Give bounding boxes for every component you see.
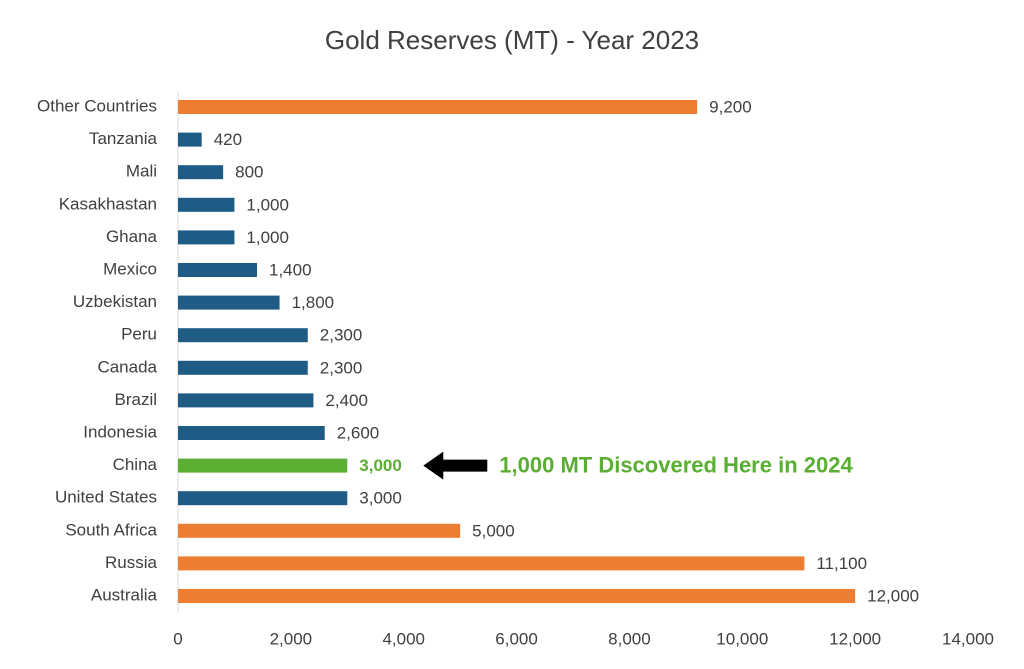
bar <box>178 393 314 408</box>
data-label: 3,000 <box>359 489 402 508</box>
bar <box>178 589 856 603</box>
data-label: 1,000 <box>246 195 289 214</box>
bar <box>178 328 308 343</box>
bar <box>178 556 805 571</box>
annotation: 1,000 MT Discovered Here in 2024 <box>499 452 853 477</box>
y-tick-label: Australia <box>91 585 158 604</box>
x-tick-label: 0 <box>173 629 182 648</box>
bar <box>178 100 698 114</box>
y-tick-label: China <box>113 455 158 474</box>
bar <box>178 132 202 147</box>
x-tick-label: 2,000 <box>270 629 313 648</box>
bar <box>178 523 461 538</box>
bar <box>178 263 257 277</box>
y-tick-label: Other Countries <box>37 96 157 115</box>
y-tick-label: Mali <box>126 162 157 181</box>
bar <box>178 360 308 375</box>
y-tick-label: Kasakhastan <box>59 194 157 213</box>
data-label: 2,300 <box>320 326 363 345</box>
annotation-arrow <box>423 451 488 480</box>
x-tick-label: 10,000 <box>716 629 768 648</box>
x-tick-label: 8,000 <box>608 629 651 648</box>
data-label: 1,000 <box>246 228 289 247</box>
data-label: 800 <box>235 163 263 182</box>
data-label: 3,000 <box>359 456 402 475</box>
y-tick-label: Brazil <box>114 390 157 409</box>
x-tick-label: 12,000 <box>829 629 881 648</box>
y-tick-label: Mexico <box>103 259 157 278</box>
bar <box>178 230 235 245</box>
data-label: 1,800 <box>292 293 335 312</box>
data-label: 420 <box>214 130 242 149</box>
y-tick-label: Russia <box>105 553 158 572</box>
y-tick-label: Uzbekistan <box>73 292 157 311</box>
data-label: 1,400 <box>269 260 312 279</box>
bar <box>178 458 348 473</box>
x-tick-label: 4,000 <box>382 629 425 648</box>
y-tick-label: Tanzania <box>89 129 158 148</box>
data-label: 2,400 <box>325 391 368 410</box>
bar <box>178 165 224 180</box>
data-label: 5,000 <box>472 521 515 540</box>
data-label: 11,100 <box>816 554 867 573</box>
y-tick-label: Peru <box>121 325 157 344</box>
y-tick-label: South Africa <box>65 520 157 539</box>
y-tick-label: United States <box>55 488 157 507</box>
x-tick-label: 6,000 <box>495 629 538 648</box>
data-label: 2,600 <box>337 423 380 442</box>
data-label: 9,200 <box>709 97 752 116</box>
y-tick-label: Canada <box>97 357 157 376</box>
data-label: 2,300 <box>320 358 363 377</box>
bar <box>178 197 235 212</box>
y-tick-label: Ghana <box>106 227 158 246</box>
bar <box>178 295 280 310</box>
bar <box>178 426 325 440</box>
x-tick-label: 14,000 <box>942 629 994 648</box>
y-tick-label: Indonesia <box>83 422 157 441</box>
chart-title: Gold Reserves (MT) - Year 2023 <box>325 25 699 55</box>
data-label: 12,000 <box>867 586 919 605</box>
bar <box>178 491 348 506</box>
